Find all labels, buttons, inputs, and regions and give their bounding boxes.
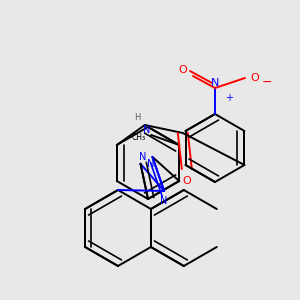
Text: O: O [178, 65, 188, 75]
Text: N: N [139, 152, 146, 162]
Text: O: O [250, 73, 260, 83]
Text: O: O [182, 176, 191, 186]
Text: +: + [225, 93, 233, 103]
Text: N: N [211, 78, 219, 88]
Text: N: N [143, 125, 151, 135]
Text: H: H [134, 112, 140, 122]
Text: N: N [147, 159, 154, 169]
Text: N: N [160, 196, 168, 206]
Text: −: − [262, 76, 272, 88]
Text: CH₃: CH₃ [132, 133, 146, 142]
